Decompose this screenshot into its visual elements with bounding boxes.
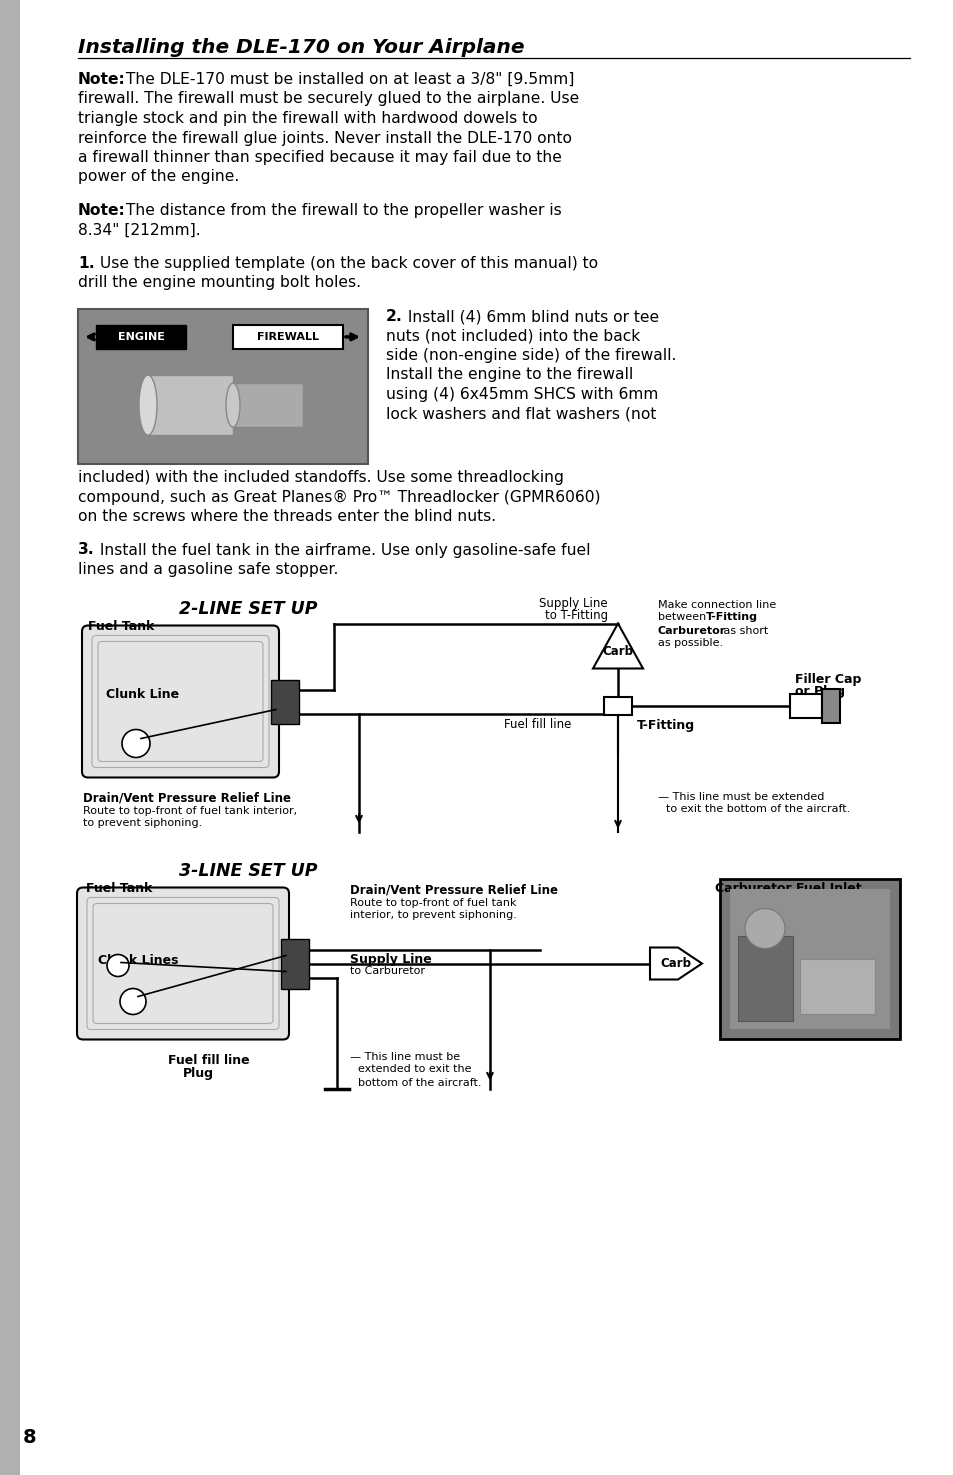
Bar bbox=[148, 375, 233, 435]
Text: or Plug: or Plug bbox=[794, 686, 844, 699]
Text: Note:: Note: bbox=[78, 72, 126, 87]
Text: using (4) 6x45mm SHCS with 6mm: using (4) 6x45mm SHCS with 6mm bbox=[386, 386, 658, 403]
Text: 1.: 1. bbox=[78, 257, 94, 271]
Bar bbox=[233, 324, 343, 350]
Text: Make connection line: Make connection line bbox=[658, 599, 776, 609]
Text: 3.: 3. bbox=[78, 543, 94, 558]
Text: 2.: 2. bbox=[386, 308, 402, 324]
Text: Drain/Vent Pressure Relief Line: Drain/Vent Pressure Relief Line bbox=[83, 792, 291, 804]
Text: FIREWALL: FIREWALL bbox=[256, 332, 318, 342]
Text: drill the engine mounting bolt holes.: drill the engine mounting bolt holes. bbox=[78, 276, 360, 291]
Circle shape bbox=[744, 909, 784, 948]
Text: lines and a gasoline safe stopper.: lines and a gasoline safe stopper. bbox=[78, 562, 338, 577]
Bar bbox=[738, 935, 792, 1021]
Text: Filler Cap: Filler Cap bbox=[794, 673, 861, 686]
Text: as short: as short bbox=[720, 625, 767, 636]
Text: side (non-engine side) of the firewall.: side (non-engine side) of the firewall. bbox=[386, 348, 676, 363]
Circle shape bbox=[107, 954, 129, 976]
Text: Install the engine to the firewall: Install the engine to the firewall bbox=[386, 367, 633, 382]
Text: Use the supplied template (on the back cover of this manual) to: Use the supplied template (on the back c… bbox=[95, 257, 598, 271]
Text: Note:: Note: bbox=[78, 204, 126, 218]
Polygon shape bbox=[593, 624, 642, 668]
Text: between: between bbox=[658, 612, 709, 622]
Text: Fuel fill line: Fuel fill line bbox=[503, 718, 571, 732]
Text: to Carburetor: to Carburetor bbox=[350, 966, 424, 976]
Text: triangle stock and pin the firewall with hardwood dowels to: triangle stock and pin the firewall with… bbox=[78, 111, 537, 125]
Text: 8.34" [212mm].: 8.34" [212mm]. bbox=[78, 223, 200, 237]
Text: interior, to prevent siphoning.: interior, to prevent siphoning. bbox=[350, 910, 517, 920]
Circle shape bbox=[122, 730, 150, 758]
Text: reinforce the firewall glue joints. Never install the DLE-170 onto: reinforce the firewall glue joints. Neve… bbox=[78, 130, 572, 146]
Text: Drain/Vent Pressure Relief Line: Drain/Vent Pressure Relief Line bbox=[350, 884, 558, 897]
Text: — This line must be extended: — This line must be extended bbox=[658, 792, 823, 801]
Bar bbox=[720, 879, 899, 1038]
Bar bbox=[729, 888, 889, 1028]
Text: Fuel Tank: Fuel Tank bbox=[88, 620, 154, 633]
Bar bbox=[800, 959, 874, 1013]
Text: The DLE-170 must be installed on at least a 3/8" [9.5mm]: The DLE-170 must be installed on at leas… bbox=[121, 72, 574, 87]
Ellipse shape bbox=[139, 375, 157, 435]
Text: Clunk Lines: Clunk Lines bbox=[98, 954, 178, 968]
Text: as possible.: as possible. bbox=[658, 639, 722, 649]
Text: to prevent siphoning.: to prevent siphoning. bbox=[83, 819, 202, 829]
Bar bbox=[271, 680, 298, 724]
Ellipse shape bbox=[226, 384, 240, 428]
Text: Clunk Line: Clunk Line bbox=[106, 687, 179, 701]
Text: Fuel fill line: Fuel fill line bbox=[168, 1053, 250, 1066]
Text: Carb: Carb bbox=[602, 645, 633, 658]
Bar bbox=[789, 693, 821, 717]
Text: firewall. The firewall must be securely glued to the airplane. Use: firewall. The firewall must be securely … bbox=[78, 91, 578, 106]
Text: The distance from the firewall to the propeller washer is: The distance from the firewall to the pr… bbox=[121, 204, 561, 218]
Text: Plug: Plug bbox=[183, 1068, 213, 1081]
Text: compound, such as Great Planes® Pro™ Threadlocker (GPMR6060): compound, such as Great Planes® Pro™ Thr… bbox=[78, 490, 599, 504]
Text: power of the engine.: power of the engine. bbox=[78, 170, 239, 184]
Text: to exit the bottom of the aircraft.: to exit the bottom of the aircraft. bbox=[665, 804, 849, 814]
Text: Installing the DLE-170 on Your Airplane: Installing the DLE-170 on Your Airplane bbox=[78, 38, 524, 58]
Text: Install the fuel tank in the airframe. Use only gasoline-safe fuel: Install the fuel tank in the airframe. U… bbox=[95, 543, 590, 558]
Text: Install (4) 6mm blind nuts or tee: Install (4) 6mm blind nuts or tee bbox=[402, 308, 659, 324]
FancyBboxPatch shape bbox=[82, 625, 278, 777]
Text: included) with the included standoffs. Use some threadlocking: included) with the included standoffs. U… bbox=[78, 471, 563, 485]
Text: T-Fitting: T-Fitting bbox=[637, 718, 695, 732]
Text: Route to top-front of fuel tank interior,: Route to top-front of fuel tank interior… bbox=[83, 805, 296, 816]
Bar bbox=[0, 0, 20, 1475]
Text: Fuel Tank: Fuel Tank bbox=[86, 882, 152, 894]
Bar bbox=[233, 384, 303, 428]
Text: to T-Fitting: to T-Fitting bbox=[544, 609, 607, 622]
Text: Supply Line: Supply Line bbox=[538, 596, 607, 609]
Text: extended to exit the: extended to exit the bbox=[357, 1065, 471, 1074]
Bar bbox=[96, 324, 186, 350]
Text: bottom of the aircraft.: bottom of the aircraft. bbox=[357, 1078, 481, 1087]
Text: on the screws where the threads enter the blind nuts.: on the screws where the threads enter th… bbox=[78, 509, 496, 524]
Bar bbox=[78, 308, 368, 465]
Text: Route to top-front of fuel tank: Route to top-front of fuel tank bbox=[350, 897, 516, 907]
Circle shape bbox=[120, 988, 146, 1015]
Text: ENGINE: ENGINE bbox=[117, 332, 164, 342]
Text: lock washers and flat washers (not: lock washers and flat washers (not bbox=[386, 407, 656, 422]
Text: 8: 8 bbox=[23, 1428, 37, 1447]
Polygon shape bbox=[649, 947, 701, 979]
Bar bbox=[821, 689, 840, 723]
Text: nuts (not included) into the back: nuts (not included) into the back bbox=[386, 329, 639, 344]
Bar bbox=[281, 938, 309, 988]
Text: T-Fitting: T-Fitting bbox=[705, 612, 758, 622]
FancyBboxPatch shape bbox=[77, 888, 289, 1040]
Text: a firewall thinner than specified because it may fail due to the: a firewall thinner than specified becaus… bbox=[78, 150, 561, 165]
Text: Carburetor: Carburetor bbox=[658, 625, 725, 636]
Text: 3-LINE SET UP: 3-LINE SET UP bbox=[178, 861, 317, 879]
Text: 2-LINE SET UP: 2-LINE SET UP bbox=[178, 599, 317, 618]
Text: Carb: Carb bbox=[659, 957, 691, 971]
Text: Supply Line: Supply Line bbox=[350, 953, 432, 966]
Text: — This line must be: — This line must be bbox=[350, 1052, 459, 1062]
Bar bbox=[603, 696, 631, 714]
Text: Carburetor Fuel Inlet: Carburetor Fuel Inlet bbox=[714, 882, 861, 894]
